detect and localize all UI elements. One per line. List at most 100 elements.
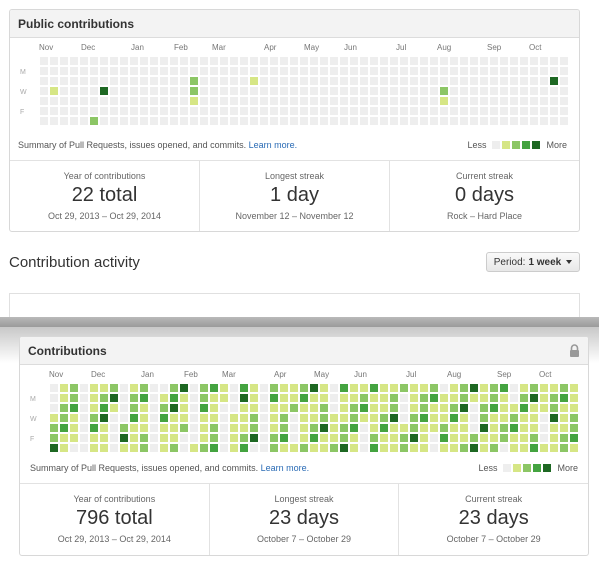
contribution-day[interactable] <box>200 444 208 452</box>
contribution-day[interactable] <box>140 107 148 115</box>
contribution-day[interactable] <box>400 77 408 85</box>
contribution-day[interactable] <box>310 87 318 95</box>
contribution-day[interactable] <box>320 117 328 125</box>
contribution-day[interactable] <box>210 424 218 432</box>
learn-more-link[interactable]: Learn more. <box>260 463 310 473</box>
contribution-day[interactable] <box>410 117 418 125</box>
contribution-day[interactable] <box>520 434 528 442</box>
contribution-day[interactable] <box>260 434 268 442</box>
contribution-day[interactable] <box>330 404 338 412</box>
contribution-day[interactable] <box>190 424 198 432</box>
contribution-day[interactable] <box>190 404 198 412</box>
contribution-day[interactable] <box>50 424 58 432</box>
contribution-day[interactable] <box>330 107 338 115</box>
contribution-day[interactable] <box>450 414 458 422</box>
contribution-day[interactable] <box>90 77 98 85</box>
contribution-day[interactable] <box>230 424 238 432</box>
contribution-day[interactable] <box>360 434 368 442</box>
contribution-day[interactable] <box>440 384 448 392</box>
contribution-day[interactable] <box>230 434 238 442</box>
contribution-day[interactable] <box>200 424 208 432</box>
contribution-day[interactable] <box>530 424 538 432</box>
contribution-day[interactable] <box>530 404 538 412</box>
contribution-day[interactable] <box>280 107 288 115</box>
contribution-day[interactable] <box>40 57 48 65</box>
contribution-day[interactable] <box>410 394 418 402</box>
contribution-day[interactable] <box>170 77 178 85</box>
contribution-day[interactable] <box>520 394 528 402</box>
contribution-day[interactable] <box>360 404 368 412</box>
contribution-day[interactable] <box>60 394 68 402</box>
contribution-day[interactable] <box>270 57 278 65</box>
contribution-day[interactable] <box>370 67 378 75</box>
contribution-day[interactable] <box>360 117 368 125</box>
contribution-day[interactable] <box>150 384 158 392</box>
contribution-day[interactable] <box>240 394 248 402</box>
contribution-day[interactable] <box>180 424 188 432</box>
contribution-day[interactable] <box>310 67 318 75</box>
contribution-day[interactable] <box>290 57 298 65</box>
contribution-day[interactable] <box>360 107 368 115</box>
contribution-day[interactable] <box>400 87 408 95</box>
contribution-day[interactable] <box>490 97 498 105</box>
contribution-day[interactable] <box>280 97 288 105</box>
contribution-day[interactable] <box>120 404 128 412</box>
contribution-day[interactable] <box>110 384 118 392</box>
contribution-day[interactable] <box>480 87 488 95</box>
contribution-day[interactable] <box>170 57 178 65</box>
contribution-day[interactable] <box>150 117 158 125</box>
contribution-day[interactable] <box>300 444 308 452</box>
contribution-day[interactable] <box>50 404 58 412</box>
contribution-day[interactable] <box>460 444 468 452</box>
contribution-day[interactable] <box>160 384 168 392</box>
contribution-day[interactable] <box>390 67 398 75</box>
contribution-day[interactable] <box>290 444 298 452</box>
contribution-day[interactable] <box>430 77 438 85</box>
contribution-day[interactable] <box>380 414 388 422</box>
contribution-day[interactable] <box>310 57 318 65</box>
contribution-day[interactable] <box>410 57 418 65</box>
contribution-day[interactable] <box>520 444 528 452</box>
contribution-day[interactable] <box>240 67 248 75</box>
contribution-day[interactable] <box>50 414 58 422</box>
contribution-day[interactable] <box>100 107 108 115</box>
contribution-day[interactable] <box>100 434 108 442</box>
contribution-day[interactable] <box>130 434 138 442</box>
contribution-day[interactable] <box>290 117 298 125</box>
contribution-day[interactable] <box>470 57 478 65</box>
contribution-day[interactable] <box>540 77 548 85</box>
contribution-day[interactable] <box>370 57 378 65</box>
contribution-day[interactable] <box>430 424 438 432</box>
contribution-day[interactable] <box>190 67 198 75</box>
contribution-day[interactable] <box>450 394 458 402</box>
contribution-day[interactable] <box>190 107 198 115</box>
contribution-day[interactable] <box>150 414 158 422</box>
contribution-day[interactable] <box>410 384 418 392</box>
contribution-day[interactable] <box>100 444 108 452</box>
contribution-day[interactable] <box>300 117 308 125</box>
contribution-day[interactable] <box>140 87 148 95</box>
contribution-day[interactable] <box>400 434 408 442</box>
contribution-day[interactable] <box>240 404 248 412</box>
contribution-day[interactable] <box>50 57 58 65</box>
contribution-day[interactable] <box>70 394 78 402</box>
contribution-day[interactable] <box>250 424 258 432</box>
contribution-day[interactable] <box>500 434 508 442</box>
contribution-day[interactable] <box>550 434 558 442</box>
contribution-day[interactable] <box>280 67 288 75</box>
contribution-day[interactable] <box>480 107 488 115</box>
contribution-day[interactable] <box>420 424 428 432</box>
contribution-day[interactable] <box>220 444 228 452</box>
contribution-day[interactable] <box>530 97 538 105</box>
contribution-day[interactable] <box>530 444 538 452</box>
contribution-day[interactable] <box>490 77 498 85</box>
contribution-day[interactable] <box>280 404 288 412</box>
contribution-day[interactable] <box>440 394 448 402</box>
contribution-day[interactable] <box>570 394 578 402</box>
contribution-day[interactable] <box>320 384 328 392</box>
contribution-day[interactable] <box>370 404 378 412</box>
contribution-day[interactable] <box>80 444 88 452</box>
contribution-day[interactable] <box>450 424 458 432</box>
contribution-day[interactable] <box>410 434 418 442</box>
contribution-day[interactable] <box>50 97 58 105</box>
